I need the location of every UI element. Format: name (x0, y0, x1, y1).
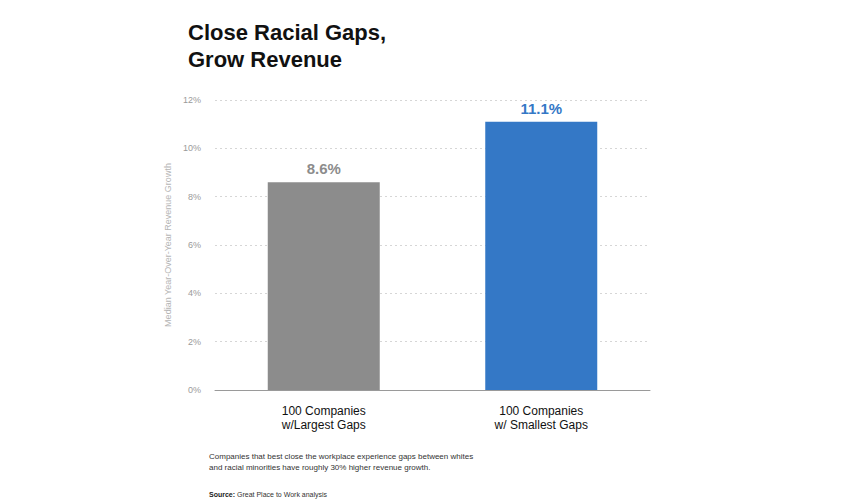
svg-text:2%: 2% (188, 337, 201, 347)
svg-text:0%: 0% (188, 385, 201, 395)
svg-text:10%: 10% (183, 143, 201, 153)
svg-text:w/Largest Gaps: w/Largest Gaps (281, 418, 366, 432)
svg-text:Grow Revenue: Grow Revenue (188, 47, 342, 72)
svg-text:8%: 8% (188, 192, 201, 202)
svg-text:11.1%: 11.1% (520, 100, 562, 117)
svg-text:4%: 4% (188, 288, 201, 298)
svg-text:100 Companies: 100 Companies (499, 404, 583, 418)
svg-text:Great Place to Work analysis: Great Place to Work analysis (235, 491, 328, 499)
svg-text:Median Year-Over-Year Revenue: Median Year-Over-Year Revenue Growth (163, 163, 173, 327)
svg-text:w/ Smallest Gaps: w/ Smallest Gaps (494, 418, 588, 432)
svg-text:100 Companies: 100 Companies (282, 404, 366, 418)
svg-text:Source:: Source: (209, 491, 235, 498)
svg-text:8.6%: 8.6% (307, 160, 341, 177)
svg-text:6%: 6% (188, 240, 201, 250)
svg-text:Close Racial Gaps,: Close Racial Gaps, (188, 20, 386, 45)
svg-text:and racial minorities have rou: and racial minorities have roughly 30% h… (209, 463, 430, 472)
svg-text:12%: 12% (183, 95, 201, 105)
svg-text:Companies that best close the: Companies that best close the workplace … (209, 452, 473, 461)
